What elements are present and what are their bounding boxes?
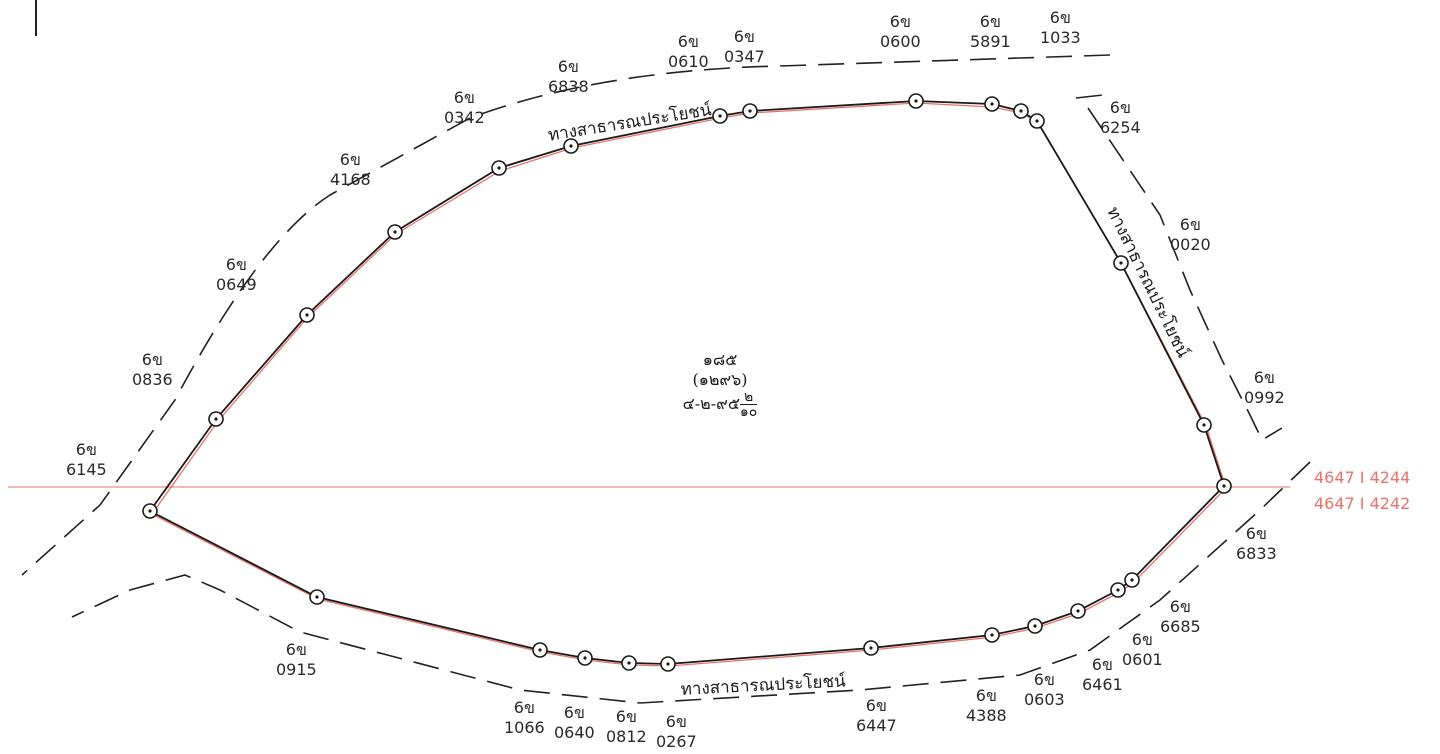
boundary-marker-center — [627, 661, 631, 665]
grid-label-lower: 4647 I 4242 — [1314, 494, 1411, 513]
boundary-marker-center — [214, 417, 218, 421]
boundary-marker-center — [583, 656, 587, 660]
boundary-marker-center — [990, 633, 994, 637]
boundary-marker-center — [315, 595, 319, 599]
parcel-number: ๑๘๕ — [702, 350, 738, 369]
neighbor-label: 6ข 0649 — [216, 255, 257, 294]
boundary-marker-center — [305, 313, 309, 317]
parcel-area-frac-num: ๒ — [739, 390, 758, 405]
neighbor-label: 6ข 6447 — [856, 696, 897, 735]
neighbor-label: 6ข 0640 — [554, 703, 595, 742]
neighbor-label: 6ข 1033 — [1040, 8, 1081, 47]
neighbor-label: 6ข 6833 — [1236, 524, 1277, 563]
neighbor-label: 6ข 0603 — [1024, 670, 1065, 709]
boundary-marker-center — [497, 166, 501, 170]
neighbor-boundaries — [21, 54, 1311, 704]
parcel-area-main: ๔-๒-๙๕ — [682, 394, 740, 413]
neighbor-label: 6ข 0601 — [1122, 630, 1163, 669]
neighbor-label: 6ข 5891 — [970, 12, 1011, 51]
boundary-markers — [142, 93, 1232, 672]
boundary-marker-center — [666, 662, 670, 666]
boundary-marker-center — [1116, 588, 1120, 592]
boundary-marker-center — [1119, 261, 1123, 265]
neighbor-label: 6ข 0915 — [276, 640, 317, 679]
boundary-marker-center — [148, 509, 152, 513]
boundary-marker-center — [1222, 484, 1226, 488]
neighbor-label: 6ข 0836 — [132, 350, 173, 389]
boundary-marker-center — [1130, 578, 1134, 582]
boundary-marker-center — [748, 109, 752, 113]
neighbor-label: 6ข 6685 — [1160, 597, 1201, 636]
parcel-sub-number: (๑๒๙๖) — [692, 370, 748, 389]
parcel-area-fraction: ๒๑๐ — [739, 390, 758, 420]
boundary-marker-center — [1033, 624, 1037, 628]
boundary-marker-center — [538, 648, 542, 652]
boundary-marker-center — [1035, 119, 1039, 123]
neighbor-label: 6ข 0020 — [1170, 215, 1211, 254]
neighbor-label: 6ข 0600 — [880, 12, 921, 51]
neighbor-label: 6ข 4168 — [330, 150, 371, 189]
neighbor-label: 6ข 0267 — [656, 712, 697, 751]
boundary-marker-center — [1019, 109, 1023, 113]
neighbor-label: 6ข 6838 — [548, 57, 589, 96]
parcel-label: ๑๘๕ (๑๒๙๖) ๔-๒-๙๕๒๑๐ — [660, 350, 780, 419]
neighbor-label: 6ข 6145 — [66, 440, 107, 479]
boundary-marker-center — [869, 646, 873, 650]
neighbor-label: 6ข 1066 — [504, 698, 545, 737]
boundary-marker-center — [393, 230, 397, 234]
neighbor-label: 6ข 0342 — [444, 88, 485, 127]
neighbor-label: 6ข 6254 — [1100, 98, 1141, 137]
neighbor-label: 6ข 0992 — [1244, 368, 1285, 407]
boundary-marker-center — [718, 114, 722, 118]
parcel-area: ๔-๒-๙๕๒๑๐ — [660, 390, 780, 419]
grid-label-upper: 4647 I 4244 — [1314, 468, 1411, 487]
parcel-area-frac-den: ๑๐ — [739, 404, 758, 420]
neighbor-label: 6ข 6461 — [1082, 655, 1123, 694]
neighbor-label: 6ข 4388 — [966, 686, 1007, 725]
boundary-marker-center — [1076, 609, 1080, 613]
boundary-marker-center — [990, 102, 994, 106]
neighbor-label: 6ข 0610 — [668, 32, 709, 71]
boundary-marker-center — [1202, 423, 1206, 427]
boundary-marker-center — [914, 99, 918, 103]
neighbor-label: 6ข 0812 — [606, 707, 647, 746]
neighbor-label: 6ข 0347 — [724, 27, 765, 66]
boundary-marker-center — [569, 144, 573, 148]
